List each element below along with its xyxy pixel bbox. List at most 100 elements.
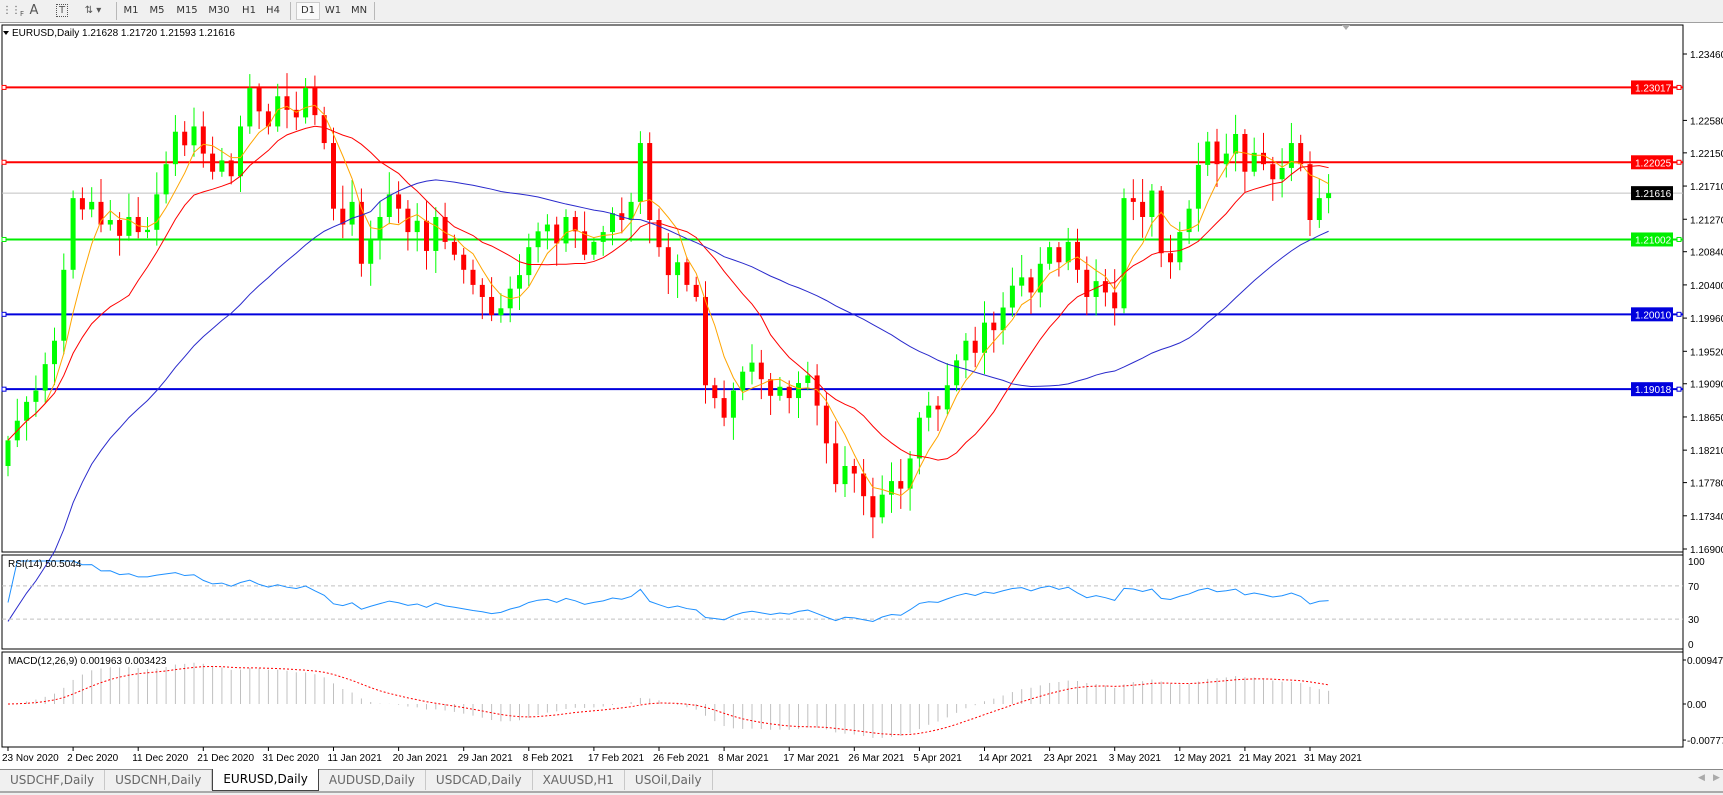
price-tick-label: 1.21270 xyxy=(1690,215,1723,226)
candle xyxy=(275,83,281,132)
toolbar-separator xyxy=(116,2,117,20)
candle xyxy=(377,201,383,260)
level-anchor-handle[interactable] xyxy=(1676,84,1682,90)
timeframe-w1[interactable]: W1 xyxy=(324,5,342,16)
price-tick-label: 1.19520 xyxy=(1690,347,1723,358)
date-label: 31 Dec 2020 xyxy=(262,753,319,764)
timeframe-h1[interactable]: H1 xyxy=(242,5,256,16)
timeframe-m30[interactable]: M30 xyxy=(208,5,230,16)
date-label: 17 Feb 2021 xyxy=(588,753,645,764)
timeframe-d1[interactable]: D1 xyxy=(296,2,320,20)
level-anchor-handle[interactable] xyxy=(1676,311,1682,317)
timeframe-m1[interactable]: M1 xyxy=(123,5,139,16)
candle xyxy=(544,214,550,250)
fibonacci-icon[interactable]: ⋮⋮F xyxy=(2,5,24,18)
candle-body xyxy=(1316,198,1322,221)
timeframe-m5[interactable]: M5 xyxy=(149,5,165,16)
candle-body xyxy=(582,231,588,255)
candle xyxy=(898,459,904,509)
arrows-icon[interactable]: ⇅ ▾ xyxy=(84,5,102,16)
chart-shift-marker-icon[interactable] xyxy=(1342,25,1350,30)
text-icon[interactable]: A xyxy=(29,3,39,18)
date-label: 2 Dec 2020 xyxy=(67,753,119,764)
candle xyxy=(396,181,402,224)
candle-body xyxy=(991,322,997,331)
candle-body xyxy=(870,496,876,518)
tab-usoil-daily[interactable]: USOil,Daily xyxy=(625,770,713,790)
candle-body xyxy=(1298,143,1304,165)
level-anchor-handle[interactable] xyxy=(1676,236,1682,242)
date-label: 21 Dec 2020 xyxy=(197,753,254,764)
candle xyxy=(42,352,48,403)
candle xyxy=(424,201,429,270)
level-anchor-handle[interactable] xyxy=(1,386,7,392)
toolbar: ⋮⋮F A T ⇅ ▾ M1 M5 M15 M30 H1 H4 D1 W1 MN xyxy=(0,0,1723,23)
candle xyxy=(591,237,597,260)
candle xyxy=(461,248,467,284)
candle xyxy=(582,211,588,261)
candle-body xyxy=(851,465,857,474)
timeframe-mn[interactable]: MN xyxy=(350,5,368,16)
chart-window[interactable]: 1.23460 1.22580 1.22150 1.21710 1.21270 1.208… xyxy=(0,23,1723,769)
candle xyxy=(1214,128,1220,188)
price-tick-label: 1.23460 xyxy=(1690,50,1723,61)
level-anchor-handle[interactable] xyxy=(1,311,7,317)
candle xyxy=(796,371,801,419)
candle xyxy=(926,391,932,432)
text-label-icon[interactable]: T xyxy=(54,3,70,19)
level-anchor-handle[interactable] xyxy=(1676,386,1682,392)
tab-audusd-daily[interactable]: AUDUSD,Daily xyxy=(319,770,426,790)
candle xyxy=(693,276,699,302)
date-label: 29 Jan 2021 xyxy=(458,753,513,764)
candle xyxy=(61,253,67,355)
candle-body xyxy=(182,131,188,146)
candle xyxy=(954,354,960,392)
timeframe-h4[interactable]: H4 xyxy=(266,5,280,16)
date-label: 11 Jan 2021 xyxy=(328,753,383,764)
level-anchor-handle[interactable] xyxy=(1,236,7,242)
candle-body xyxy=(1233,133,1239,154)
tab-usdcnh-daily[interactable]: USDCNH,Daily xyxy=(105,770,213,790)
candle-body xyxy=(907,458,913,489)
candle-body xyxy=(600,232,606,242)
collapse-triangle-icon[interactable] xyxy=(3,31,9,35)
candle-body xyxy=(89,201,95,210)
candle-body xyxy=(535,231,541,248)
level-anchor-handle[interactable] xyxy=(1,84,7,90)
candle-body xyxy=(1261,152,1266,165)
candle-body xyxy=(461,254,467,270)
candle xyxy=(89,187,95,218)
macd-panel[interactable] xyxy=(1,651,1684,748)
timeframe-m15[interactable]: M15 xyxy=(176,5,198,16)
candle xyxy=(498,293,504,323)
scroll-right-icon[interactable]: ▶ xyxy=(1713,773,1720,783)
candle xyxy=(1047,241,1053,270)
candle xyxy=(358,188,364,277)
tab-eurusd-daily[interactable]: EURUSD,Daily xyxy=(212,769,319,791)
candle-body xyxy=(284,96,290,110)
level-price-badge xyxy=(1631,155,1673,170)
tab-usdchf-daily[interactable]: USDCHF,Daily xyxy=(0,770,106,790)
candle xyxy=(1019,254,1025,297)
candle xyxy=(1037,247,1043,308)
tab-xauusd-h1[interactable]: XAUUSD,H1 xyxy=(533,770,625,790)
scroll-left-icon[interactable]: ◀ xyxy=(1698,773,1705,783)
candle xyxy=(451,234,457,261)
level-anchor-handle[interactable] xyxy=(1,159,7,165)
candle-body xyxy=(107,220,113,225)
chart-canvas[interactable]: 1.23460 1.22580 1.22150 1.21710 1.21270 1.208… xyxy=(0,23,1723,769)
level-anchor-handle[interactable] xyxy=(1676,159,1682,165)
candle-body xyxy=(1047,247,1053,264)
candle-body xyxy=(526,247,532,276)
candle xyxy=(619,197,625,234)
candle-body xyxy=(1075,241,1080,270)
candle xyxy=(749,344,755,385)
date-label: 26 Mar 2021 xyxy=(848,753,905,764)
candle xyxy=(554,216,560,266)
candle xyxy=(1251,137,1257,177)
candle-body xyxy=(1270,164,1276,180)
candle xyxy=(861,459,867,516)
tab-usdcad-daily[interactable]: USDCAD,Daily xyxy=(426,770,533,790)
candle xyxy=(600,225,606,256)
rsi-panel[interactable] xyxy=(1,554,1684,650)
